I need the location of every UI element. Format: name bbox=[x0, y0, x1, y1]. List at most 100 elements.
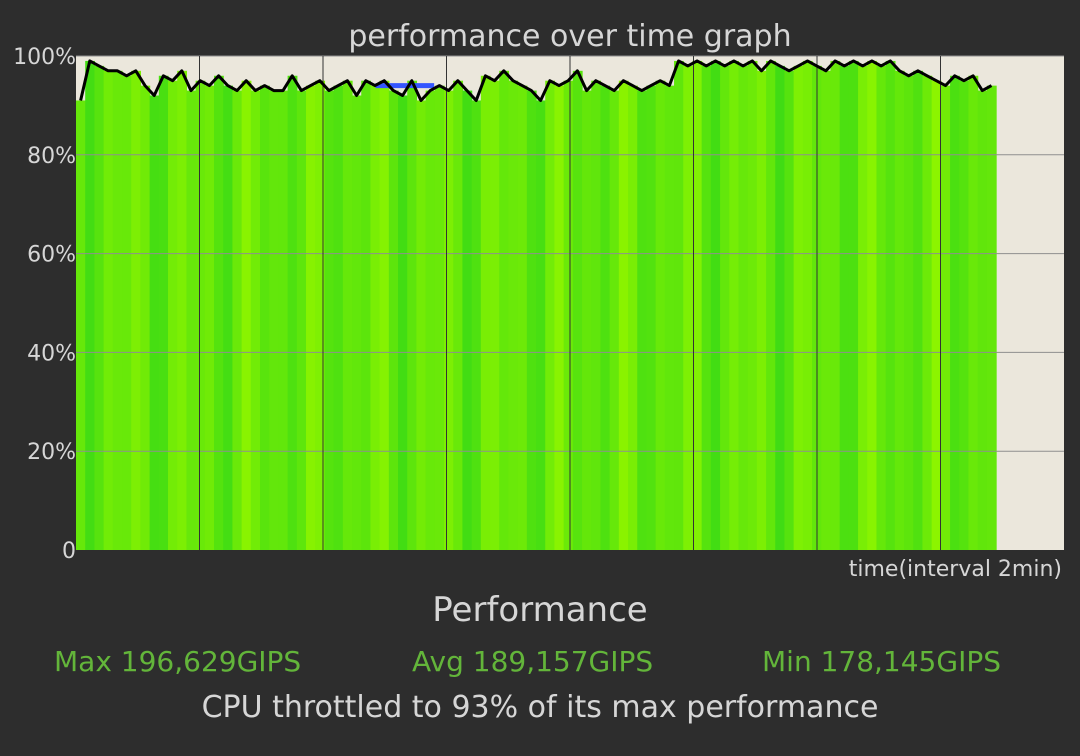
fill-strip bbox=[747, 60, 758, 550]
fill-strip bbox=[876, 65, 887, 550]
fill-strip bbox=[499, 70, 510, 550]
fill-strip bbox=[940, 85, 951, 550]
fill-strip bbox=[223, 85, 234, 550]
fill-strip bbox=[250, 90, 261, 550]
fill-strip bbox=[278, 90, 289, 550]
chart-title: performance over time graph bbox=[348, 19, 791, 54]
fill-strip bbox=[168, 80, 178, 550]
fill-strip bbox=[858, 65, 868, 550]
summary-title: Performance bbox=[432, 590, 648, 630]
fill-strip bbox=[416, 100, 427, 551]
fill-strip bbox=[453, 80, 464, 550]
fill-strip bbox=[480, 75, 491, 550]
fill-strip bbox=[922, 75, 933, 550]
fill-strip bbox=[600, 85, 611, 550]
y-tick-label: 60% bbox=[27, 243, 76, 268]
fill-strip bbox=[425, 90, 436, 550]
performance-line bbox=[79, 59, 993, 102]
fill-strip bbox=[324, 90, 335, 550]
fill-strip bbox=[710, 60, 721, 550]
fill-strip bbox=[76, 100, 86, 551]
fill-strip bbox=[434, 85, 445, 550]
fill-strip bbox=[195, 80, 206, 550]
fill-strip bbox=[582, 90, 592, 550]
fill-strip bbox=[112, 70, 123, 550]
y-axis: 0 20% 40% 60% 80% 100% bbox=[13, 45, 76, 564]
fill-strip bbox=[701, 65, 712, 550]
fill-strip bbox=[462, 90, 473, 550]
fill-strip bbox=[766, 60, 776, 550]
fill-strip bbox=[591, 80, 602, 550]
fill-strip bbox=[664, 85, 675, 550]
fill-strip bbox=[959, 80, 970, 550]
fill-strip bbox=[140, 85, 151, 550]
fill-strip bbox=[554, 85, 565, 550]
min-performance: Min 178,145GIPS bbox=[762, 645, 1001, 678]
fill-strip bbox=[241, 80, 252, 550]
x-axis-label: time(interval 2min) bbox=[849, 557, 1062, 582]
fill-strip bbox=[904, 75, 914, 550]
fill-strip bbox=[894, 70, 905, 550]
throttle-note: CPU throttled to 93% of its max performa… bbox=[201, 690, 879, 725]
fill-strip bbox=[370, 85, 381, 550]
fill-strip bbox=[977, 90, 988, 550]
fill-strip bbox=[931, 80, 942, 550]
fill-strip bbox=[637, 90, 648, 550]
fill-strip bbox=[692, 60, 703, 550]
fill-strip bbox=[526, 90, 537, 550]
performance-fill bbox=[76, 60, 997, 551]
fill-strip bbox=[830, 60, 841, 550]
fill-strip bbox=[784, 70, 795, 550]
fill-strip bbox=[186, 90, 197, 550]
fill-strip bbox=[379, 80, 390, 550]
fill-strip bbox=[342, 80, 353, 550]
fill-strip bbox=[85, 60, 96, 550]
fill-strip bbox=[674, 60, 684, 550]
fill-strip bbox=[444, 90, 454, 550]
fill-strip bbox=[646, 85, 657, 550]
fill-strip bbox=[618, 80, 629, 550]
fill-strip bbox=[609, 90, 620, 550]
fill-strip bbox=[296, 90, 307, 550]
fill-strip bbox=[122, 75, 132, 550]
fill-strip bbox=[885, 60, 896, 550]
fill-strip bbox=[848, 60, 859, 550]
y-tick-label: 40% bbox=[27, 341, 76, 366]
fill-strip bbox=[986, 85, 997, 550]
fill-strip bbox=[729, 60, 740, 550]
fill-strip bbox=[177, 70, 188, 550]
fill-strip bbox=[683, 65, 694, 550]
fill-strip bbox=[536, 100, 546, 551]
fill-strip bbox=[508, 80, 519, 550]
fill-strip bbox=[517, 85, 528, 550]
y-tick-label: 80% bbox=[27, 144, 76, 169]
fill-strip bbox=[333, 85, 344, 550]
fill-strip bbox=[407, 80, 418, 550]
fill-strip bbox=[315, 80, 326, 550]
fill-strip bbox=[655, 80, 666, 550]
fill-strip bbox=[361, 80, 372, 550]
fill-strip bbox=[802, 60, 813, 550]
fill-strip bbox=[287, 75, 298, 550]
fill-strip bbox=[204, 85, 215, 550]
fill-strip bbox=[94, 65, 105, 550]
performance-chart: performance over time graph 0 20% 40% 60% 80… bbox=[13, 19, 1064, 582]
fill-strip bbox=[214, 75, 224, 550]
fill-strip bbox=[352, 95, 362, 551]
fill-strip bbox=[232, 90, 243, 550]
y-tick-label: 20% bbox=[27, 440, 76, 465]
fill-strip bbox=[738, 65, 749, 550]
fill-strip bbox=[388, 90, 399, 550]
fill-strip bbox=[158, 75, 169, 550]
fill-strip bbox=[793, 65, 804, 550]
fill-strip bbox=[572, 70, 583, 550]
y-tick-label: 0 bbox=[62, 539, 76, 564]
fill-strip bbox=[471, 100, 482, 551]
fill-strip bbox=[720, 65, 730, 550]
fill-strip bbox=[913, 70, 924, 550]
fill-strip bbox=[628, 85, 638, 550]
fill-strip bbox=[149, 95, 160, 551]
avg-performance: Avg 189,157GIPS bbox=[412, 645, 654, 678]
fill-strip bbox=[775, 65, 786, 550]
fill-strip bbox=[867, 60, 878, 550]
